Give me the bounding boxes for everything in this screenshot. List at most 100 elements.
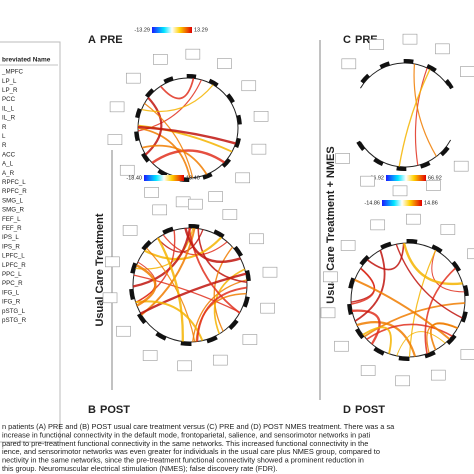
- brain-icon: [395, 375, 410, 387]
- brain-icon: [212, 354, 228, 366]
- ring: [350, 242, 466, 358]
- brain-icon: [153, 54, 168, 65]
- connection: [426, 323, 458, 354]
- colorbar-min: -18.40: [126, 175, 142, 181]
- brain-icon: [320, 307, 336, 319]
- node-segment: [460, 311, 468, 323]
- brain-icon: [340, 240, 356, 251]
- connection: [195, 292, 247, 342]
- node-segment: [162, 226, 174, 235]
- connection: [351, 309, 381, 345]
- node-segment: [141, 152, 150, 163]
- connection: [362, 326, 392, 354]
- colorbar-min: -13.29: [134, 27, 150, 33]
- connection: [351, 267, 376, 305]
- brain-icon: [460, 66, 474, 77]
- connection: [137, 125, 236, 145]
- brain-icon: [392, 185, 408, 197]
- node-segment: [424, 350, 436, 359]
- connection: [141, 84, 214, 113]
- ring: [360, 139, 452, 168]
- brain-icon: [262, 266, 278, 278]
- node-segment: [419, 161, 431, 169]
- node-segment: [221, 158, 232, 168]
- table-row: FEF_R: [2, 225, 22, 232]
- node-segment: [444, 79, 454, 90]
- connection: [159, 78, 195, 100]
- table-row: RPFC_L: [2, 179, 26, 186]
- brain-icon: [177, 360, 192, 372]
- node-segment: [406, 239, 418, 244]
- connection: [141, 144, 208, 175]
- node-segment: [463, 284, 469, 297]
- colorbar: [386, 175, 426, 181]
- brain-icon: [253, 110, 269, 122]
- brain-icon: [107, 134, 123, 146]
- brain-icon: [360, 365, 376, 376]
- connection: [133, 274, 241, 313]
- colorbar: [152, 27, 192, 33]
- table-row: SMG_R: [2, 207, 25, 214]
- table-row: IL_R: [2, 115, 16, 122]
- table-row: _MPFC: [1, 69, 24, 76]
- connection: [414, 67, 428, 166]
- brain-icon: [119, 164, 135, 176]
- table-row: SMG_L: [2, 197, 24, 204]
- caption-line: pared to pre-treatment functional connec…: [2, 439, 368, 448]
- panel-letter: D: [343, 404, 351, 416]
- brain-icon: [241, 80, 257, 92]
- brain-icon: [242, 334, 258, 345]
- node-segment: [228, 319, 239, 330]
- brain-icon: [222, 209, 238, 220]
- connection: [196, 286, 248, 342]
- node-segment: [356, 140, 366, 151]
- ring: [132, 227, 248, 343]
- node-segment: [136, 313, 147, 325]
- table-row: A_R: [2, 170, 15, 177]
- node-segment: [134, 131, 140, 142]
- table-row: LP_L: [2, 78, 17, 85]
- node-segment: [188, 224, 200, 229]
- table-row: LP_R: [2, 87, 18, 94]
- node-segment: [379, 61, 391, 69]
- node-segment: [245, 269, 251, 282]
- brain-icon: [217, 58, 232, 69]
- panel-label: POST: [100, 404, 130, 416]
- node-segment: [398, 356, 410, 361]
- connection: [135, 264, 157, 307]
- node-segment: [141, 240, 152, 251]
- colorbar-max: 13.29: [194, 27, 208, 33]
- node-segment: [186, 74, 197, 79]
- brain-icon: [188, 198, 203, 210]
- node-segment: [236, 114, 242, 125]
- brain-icon: [323, 271, 338, 283]
- node-segment: [373, 157, 384, 167]
- brain-icon: [251, 143, 267, 155]
- node-segment: [242, 296, 250, 308]
- colorbar-max: 18.40: [186, 175, 200, 181]
- table-row: RPFC_R: [2, 188, 27, 195]
- table-row: IL_L: [2, 105, 15, 112]
- brain-icon: [260, 302, 275, 314]
- table-row: IPS_R: [2, 243, 20, 250]
- node-segment: [396, 166, 407, 171]
- connection: [184, 227, 241, 263]
- brain-icon: [122, 225, 138, 236]
- brain-icon: [370, 219, 386, 231]
- group-label: Usual Care Treatment + NMES: [325, 146, 337, 303]
- node-segment: [354, 328, 365, 340]
- table-row: ACC: [2, 151, 16, 158]
- node-segment: [359, 255, 370, 266]
- connection: [144, 96, 163, 156]
- connection: [354, 249, 386, 322]
- panel-label: PRE: [100, 34, 123, 46]
- connection: [144, 102, 194, 178]
- colorbar-min: -14.86: [364, 200, 380, 206]
- brain-icon: [235, 172, 251, 184]
- brain-icon: [440, 224, 456, 235]
- connection: [162, 234, 228, 256]
- panel-letter: C: [343, 34, 351, 46]
- node-segment: [234, 137, 241, 149]
- brain-icon: [144, 187, 159, 198]
- node-segment: [130, 262, 138, 274]
